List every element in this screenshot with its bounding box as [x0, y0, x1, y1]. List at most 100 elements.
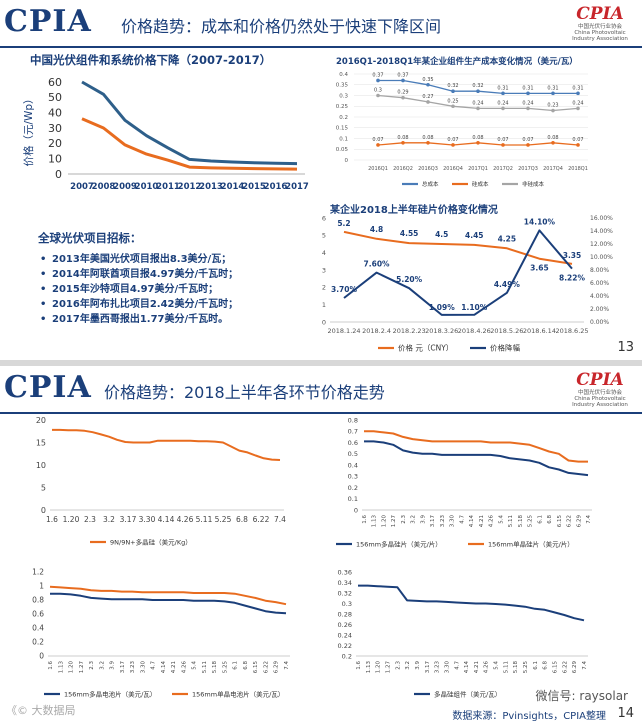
chart2-title: 2016Q1-2018Q1年某企业组件生产成本变化情况（美元/瓦） [336, 57, 578, 67]
tender-item: 2014年阿联酋项目报4.97美分/千瓦时； [38, 267, 318, 282]
series-line-0 [81, 80, 298, 166]
x-tick-label: 1.13 [372, 515, 378, 528]
data-point [426, 100, 430, 104]
data-label: 0.07 [447, 137, 458, 143]
x-tick-label: 2018Q1 [568, 166, 588, 172]
cpia-logo-en: China Photovoltaic Industry Association [572, 30, 628, 42]
x-tick-label: 2017Q1 [468, 166, 488, 172]
data-point [401, 141, 405, 145]
price-label: 4.8 [370, 225, 383, 234]
data-label: 0.24 [572, 100, 583, 106]
x-tick-label: 3.30 [450, 515, 456, 528]
data-point [401, 95, 405, 100]
data-point [376, 143, 380, 147]
x-tick-label: 5.11 [503, 661, 509, 673]
y-tick-label: 0.6 [348, 439, 358, 447]
drop-label: 7.60% [364, 260, 391, 269]
tender-item: 2016年阿布扎比项目2.42美分/千瓦时； [38, 297, 318, 312]
chart-wafer-price: 6 5 4 3 2 1 0 16.00% 14.00% 12.00% 10.00% 8.00% 6.00… [322, 214, 613, 353]
x-tick-label: 4.21 [479, 515, 485, 527]
legend-item-label: 价格 元（CNY） [398, 343, 453, 353]
x-tick-label: 2016 [264, 182, 288, 192]
legend-item-label: 9N/9N+多晶硅（美元/Kg） [110, 537, 192, 546]
x-tick-label: 4.7 [459, 515, 465, 524]
x-tick-label: 2018.4.26 [458, 327, 491, 335]
y-tick-label: 0.35 [336, 83, 349, 89]
x-tick-label: 2018.1.24 [327, 327, 360, 335]
data-point [501, 106, 505, 111]
x-tick-label: 7.4 [586, 515, 592, 524]
x-tick-label: 2016Q3 [418, 166, 438, 172]
series-line-0 [358, 584, 585, 622]
x-tick-label: 3.17 [425, 661, 431, 674]
x-tick-label: 3.2 [405, 661, 411, 670]
y-tick-label: 0 [39, 652, 44, 661]
data-label: 0.08 [397, 135, 408, 141]
y-tick-label: 0.05 [336, 147, 349, 153]
watermark-wechat: 微信号: raysolar [535, 689, 628, 703]
x-tick-label: 5.18 [513, 661, 519, 674]
y-tick-label: 0.8 [32, 596, 44, 605]
drop-label: 14.10% [524, 217, 556, 226]
y-tick-label: 0.7 [348, 428, 358, 436]
data-label: 0.24 [472, 100, 483, 106]
slide-14: CPIA 价格趋势：2018上半年各环节价格走势 CPIA 中国光伏行业协会 C… [0, 366, 642, 726]
data-point [526, 143, 530, 147]
series-line-1 [364, 430, 588, 463]
x-tick-label: 6.22 [253, 515, 270, 524]
tender-heading: 全球光伏项目招标： [38, 231, 142, 245]
x-tick-label: 1.13 [58, 661, 64, 674]
y-tick-label: 0.4 [339, 72, 348, 78]
price-label: 3.35 [563, 251, 582, 260]
cpia-logo-cn: 中国光伏行业协会 [577, 24, 622, 30]
x-tick-label: 6.8 [543, 661, 549, 670]
y-tick-label: 0.3 [339, 93, 348, 99]
y-tick-label: 0.25 [336, 104, 349, 110]
x-tick-label: 6.8 [547, 515, 553, 524]
x-tick-label: 3.2 [411, 515, 417, 524]
x-tick-label: 4.21 [171, 661, 177, 673]
page-number: 13 [617, 340, 634, 355]
data-label: 0.07 [572, 137, 583, 143]
y-tick-label: 40 [48, 107, 62, 120]
y-tick-label: 0.34 [338, 579, 352, 587]
x-tick-label: 7.4 [582, 661, 588, 670]
data-label: 0.37 [372, 72, 383, 78]
x-tick-label: 3.30 [139, 515, 156, 524]
y-tick-label: 50 [48, 91, 62, 104]
x-tick-label: 2009 [113, 182, 137, 192]
data-label: 0.08 [422, 135, 433, 141]
data-point [576, 106, 580, 111]
tender-item: 2017年墨西哥报出1.77美分/千瓦时。 [38, 312, 318, 327]
x-tick-label: 6.22 [567, 515, 573, 527]
x-tick-label: 1.6 [356, 661, 362, 670]
x-tick-label: 1.27 [385, 661, 391, 674]
y-tick-label: 0.26 [338, 621, 352, 629]
drop-label: 1.10% [461, 303, 488, 312]
x-tick-label: 3.17 [430, 515, 436, 528]
drop-label: 5.20% [396, 275, 423, 284]
data-point [501, 143, 505, 147]
data-point [551, 108, 555, 113]
series-line-0 [364, 440, 589, 477]
y-tick-label-right: 14.00% [590, 228, 613, 235]
legend-item-label: 156mm多晶硅片（美元/片） [356, 539, 442, 548]
y-tick-label: 5 [41, 483, 46, 492]
y-tick-label-left: 2 [322, 284, 326, 292]
tender-list: 全球光伏项目招标： 2013年美国光伏项目报出8.3美分/瓦； 2014年阿联酋… [38, 230, 318, 327]
x-tick-label: 2016Q4 [443, 166, 463, 172]
x-tick-label: 5.25 [215, 515, 232, 524]
data-point [526, 106, 530, 111]
data-point [576, 91, 580, 96]
x-tick-label: 2013 [199, 182, 223, 192]
data-label: 0.35 [422, 77, 433, 83]
x-tick-label: 2010 [135, 182, 159, 192]
x-tick-label: 6.15 [253, 661, 259, 674]
legend-item-label: 总成本 [422, 180, 439, 188]
chart1-title: 中国光伏组件和系统价格下降（2007-2017） [30, 53, 272, 67]
y-tick-label: 20 [36, 416, 46, 425]
slide-13: CPIA 价格趋势：成本和价格仍然处于快速下降区间 CPIA 中国光伏行业协会 … [0, 0, 642, 360]
data-point [501, 91, 505, 96]
data-point [426, 141, 430, 145]
y-tick-label: 0 [55, 168, 62, 181]
